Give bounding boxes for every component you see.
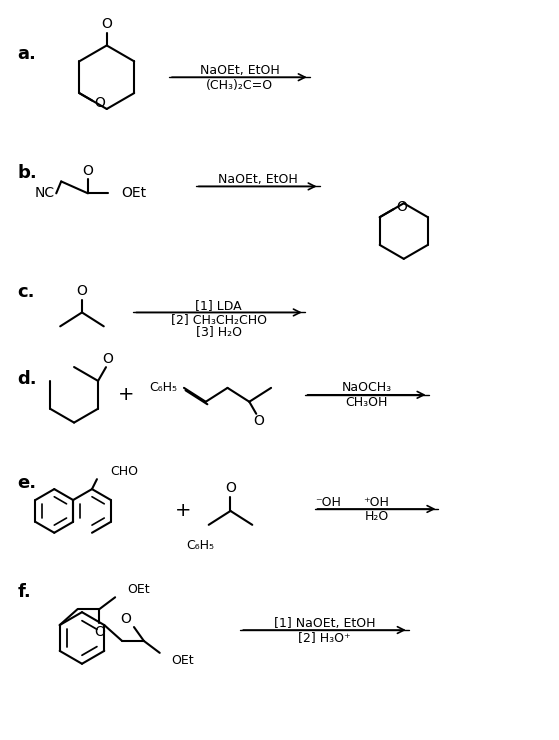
Text: C₆H₅: C₆H₅ bbox=[149, 381, 177, 394]
Text: C₆H₅: C₆H₅ bbox=[187, 539, 215, 552]
Text: NaOEt, EtOH: NaOEt, EtOH bbox=[200, 64, 280, 77]
Text: [1] NaOEt, EtOH: [1] NaOEt, EtOH bbox=[274, 616, 375, 630]
Text: O: O bbox=[225, 481, 236, 495]
Text: O: O bbox=[94, 625, 105, 639]
Text: O: O bbox=[77, 283, 87, 297]
Text: e.: e. bbox=[18, 474, 37, 492]
Text: OEt: OEt bbox=[172, 654, 194, 667]
Text: CH₃OH: CH₃OH bbox=[345, 396, 388, 409]
Text: CHO: CHO bbox=[110, 465, 138, 478]
Text: ⁻OH: ⁻OH bbox=[316, 496, 342, 508]
Text: +: + bbox=[119, 386, 135, 404]
Text: [2] CH₃CH₂CHO: [2] CH₃CH₂CHO bbox=[170, 313, 267, 326]
Text: (CH₃)₂C=O: (CH₃)₂C=O bbox=[206, 78, 273, 92]
Text: O: O bbox=[121, 612, 131, 626]
Text: OEt: OEt bbox=[122, 186, 146, 201]
Text: +: + bbox=[175, 502, 191, 520]
Text: O: O bbox=[102, 352, 113, 366]
Text: H₂O: H₂O bbox=[364, 511, 389, 523]
Text: OEt: OEt bbox=[127, 583, 150, 596]
Text: ⁺OH: ⁺OH bbox=[363, 496, 390, 508]
Text: O: O bbox=[101, 16, 112, 30]
Text: O: O bbox=[396, 201, 407, 215]
Text: NC: NC bbox=[35, 186, 55, 201]
Text: [2] H₃O⁺: [2] H₃O⁺ bbox=[299, 631, 351, 645]
Text: NaOCH₃: NaOCH₃ bbox=[342, 381, 392, 394]
Text: O: O bbox=[253, 414, 264, 428]
Text: O: O bbox=[83, 164, 93, 178]
Text: f.: f. bbox=[18, 583, 31, 602]
Text: [1] LDA: [1] LDA bbox=[195, 299, 242, 312]
Text: a.: a. bbox=[18, 45, 36, 64]
Text: c.: c. bbox=[18, 283, 35, 300]
Text: [3] H₂O: [3] H₂O bbox=[196, 325, 241, 337]
Text: O: O bbox=[94, 95, 106, 110]
Text: d.: d. bbox=[18, 370, 37, 388]
Text: b.: b. bbox=[18, 164, 37, 181]
Text: NaOEt, EtOH: NaOEt, EtOH bbox=[218, 173, 297, 186]
